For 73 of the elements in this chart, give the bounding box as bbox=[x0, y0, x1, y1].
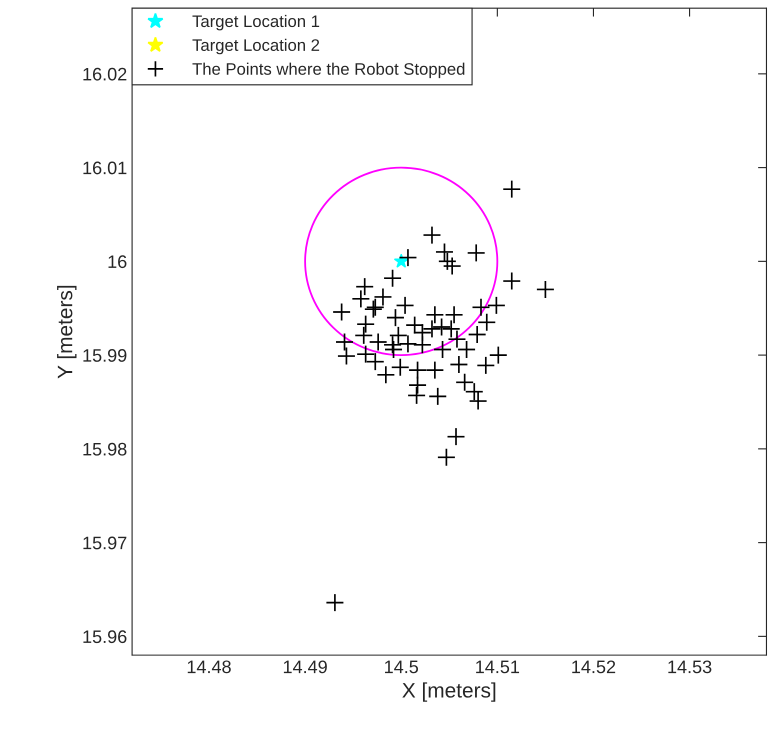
x-tick-label: 14.49 bbox=[284, 660, 327, 674]
y-tick-label: 15.98 bbox=[83, 442, 126, 456]
point bbox=[472, 298, 490, 317]
point bbox=[457, 340, 476, 359]
x-tick-label: 14.51 bbox=[476, 660, 520, 674]
point bbox=[488, 346, 508, 364]
point bbox=[422, 226, 442, 244]
point bbox=[408, 360, 427, 380]
y-tick-label: 15.97 bbox=[83, 536, 126, 550]
point bbox=[384, 340, 403, 359]
point bbox=[435, 242, 454, 262]
point bbox=[464, 382, 484, 402]
point bbox=[366, 352, 385, 372]
y-tick-label: 16.02 bbox=[83, 68, 126, 81]
y-tick-label: 16.01 bbox=[83, 162, 126, 174]
point bbox=[356, 314, 375, 334]
point bbox=[386, 308, 405, 327]
point bbox=[502, 272, 522, 290]
point bbox=[446, 427, 466, 446]
point bbox=[368, 332, 388, 352]
point bbox=[433, 340, 452, 359]
point bbox=[432, 318, 451, 336]
point bbox=[476, 356, 496, 375]
legend-label: Target Location 2 bbox=[192, 38, 320, 54]
point bbox=[450, 355, 468, 374]
y-tick-label: 15.96 bbox=[83, 630, 126, 644]
point bbox=[405, 316, 424, 334]
point bbox=[468, 392, 488, 410]
point bbox=[536, 280, 555, 299]
point bbox=[455, 372, 474, 392]
x-tick-label: 14.5 bbox=[385, 660, 418, 674]
y-tick-label: 15.99 bbox=[83, 349, 126, 362]
point bbox=[422, 320, 442, 338]
point bbox=[390, 358, 410, 377]
point bbox=[442, 256, 462, 276]
point bbox=[428, 387, 448, 406]
point bbox=[426, 360, 444, 380]
point bbox=[444, 305, 464, 324]
point bbox=[398, 334, 418, 354]
point bbox=[356, 344, 375, 364]
point bbox=[376, 365, 396, 384]
x-tick-label: 14.53 bbox=[668, 660, 712, 674]
x-tick-label: 14.48 bbox=[188, 660, 231, 674]
point bbox=[413, 323, 432, 342]
point bbox=[396, 296, 414, 315]
point bbox=[487, 296, 506, 315]
point bbox=[408, 376, 427, 394]
point bbox=[448, 330, 466, 349]
point bbox=[352, 290, 370, 308]
x-axis-title: X [meters] bbox=[402, 682, 496, 702]
point bbox=[355, 277, 374, 296]
point bbox=[337, 346, 356, 366]
point bbox=[398, 248, 418, 267]
y-tick-label: 16 bbox=[108, 255, 126, 268]
legend-label: The Points where the Robot Stopped bbox=[192, 62, 464, 78]
legend-label: Target Location 1 bbox=[192, 14, 320, 30]
point bbox=[335, 332, 354, 352]
point bbox=[407, 386, 426, 405]
point bbox=[332, 302, 351, 322]
point bbox=[394, 254, 408, 268]
point bbox=[437, 448, 456, 467]
point bbox=[466, 244, 486, 262]
point bbox=[477, 312, 496, 332]
point bbox=[438, 252, 457, 271]
point bbox=[383, 268, 402, 288]
y-axis-title: Y [meters] bbox=[57, 286, 76, 378]
point bbox=[426, 305, 444, 324]
x-tick-label: 14.52 bbox=[572, 660, 616, 674]
point bbox=[354, 326, 374, 345]
point bbox=[326, 593, 344, 612]
point bbox=[468, 325, 486, 344]
point bbox=[502, 180, 522, 199]
point bbox=[442, 320, 461, 338]
